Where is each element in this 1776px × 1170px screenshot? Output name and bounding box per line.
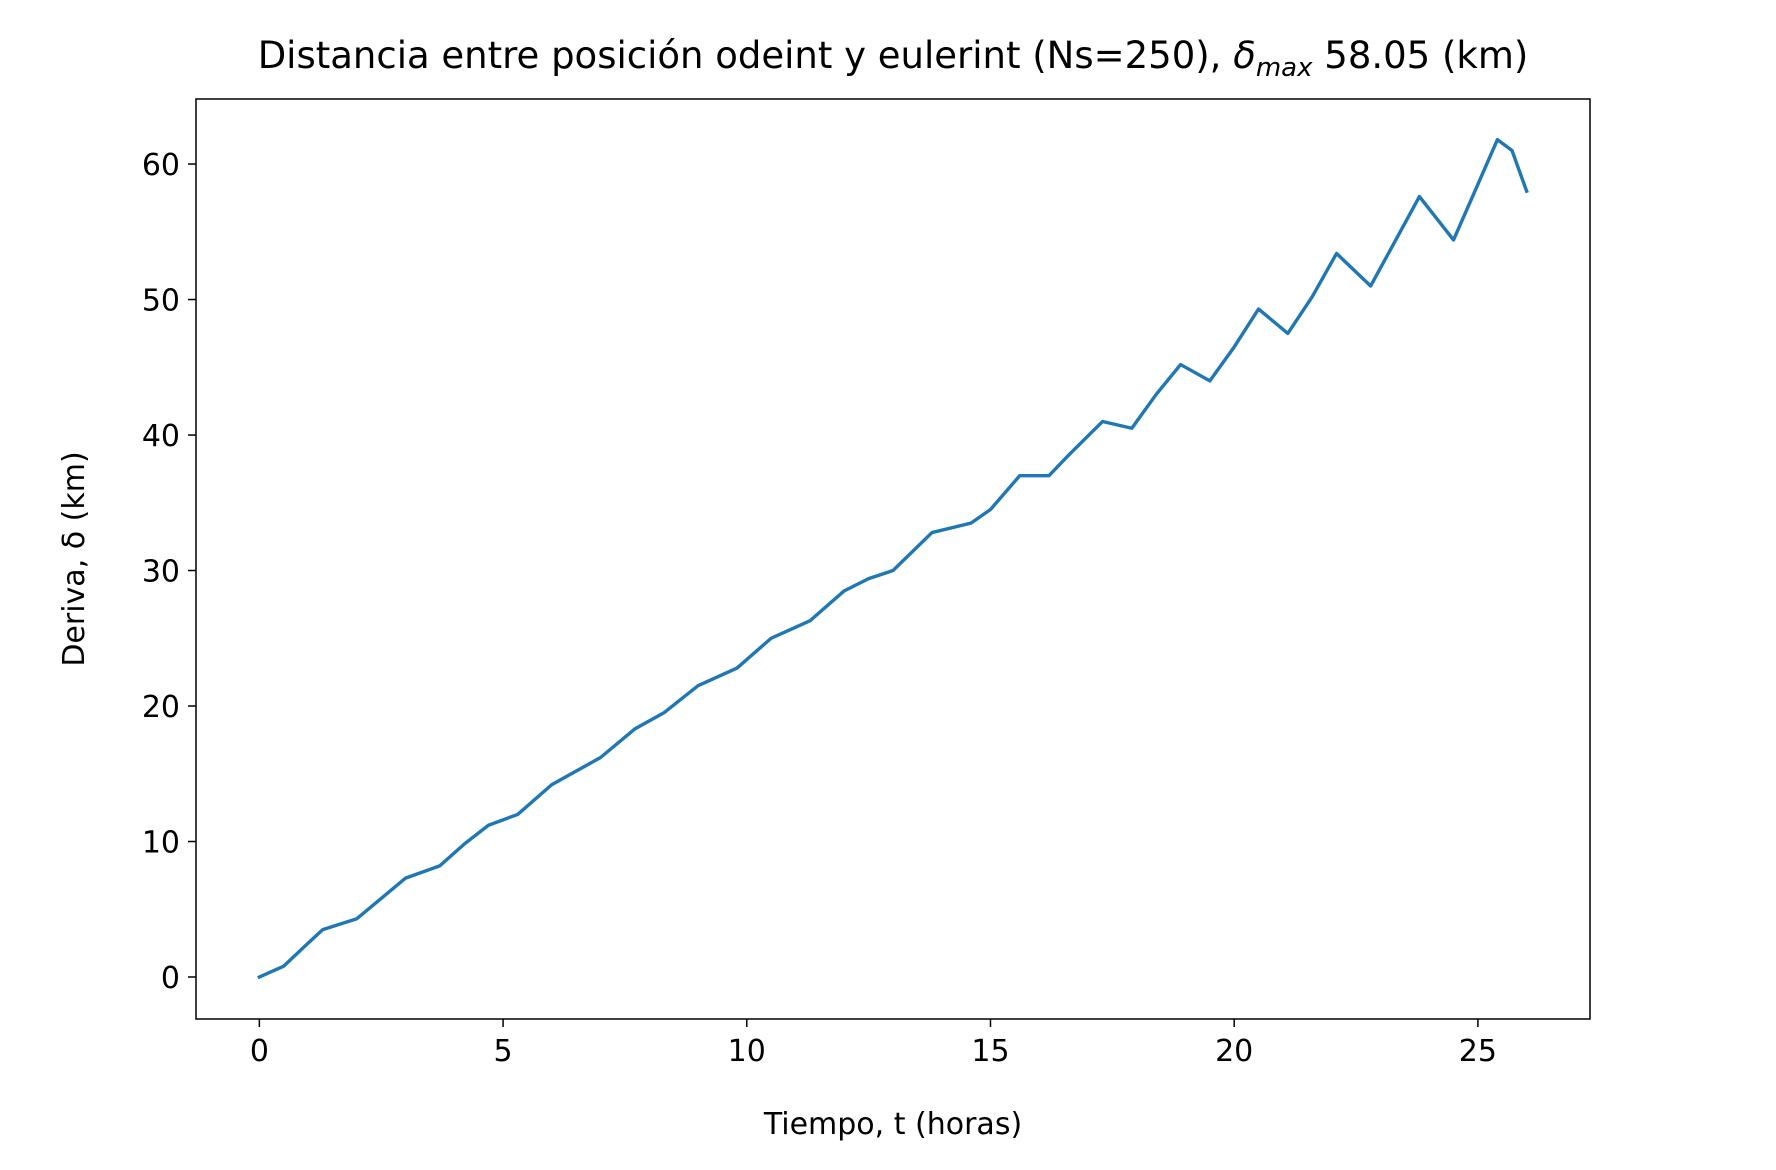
title-main: Distancia entre posición odeint y euleri… bbox=[258, 34, 1222, 77]
x-axis-label: Tiempo, t (horas) bbox=[763, 1107, 1022, 1142]
title-tail: 58.05 (km) bbox=[1324, 34, 1528, 77]
x-tick-label: 25 bbox=[1459, 1034, 1497, 1069]
y-tick-label: 20 bbox=[142, 690, 180, 725]
x-tick-label: 0 bbox=[250, 1034, 269, 1069]
title-subscript: max bbox=[1256, 53, 1313, 83]
y-tick-label: 50 bbox=[142, 284, 180, 319]
chart-title: Distancia entre posición odeint y euleri… bbox=[258, 34, 1529, 83]
y-axis-label: Deriva, δ (km) bbox=[57, 451, 92, 666]
y-tick-label: 30 bbox=[142, 555, 180, 590]
x-tick-label: 5 bbox=[494, 1034, 513, 1069]
plot-frame bbox=[195, 98, 1591, 1020]
y-tick-label: 0 bbox=[161, 961, 180, 996]
y-tick-label: 10 bbox=[142, 826, 180, 861]
title-symbol: δ bbox=[1233, 34, 1256, 77]
y-tick-label: 60 bbox=[142, 148, 180, 183]
x-tick-label: 15 bbox=[971, 1034, 1009, 1069]
y-tick-label: 40 bbox=[142, 419, 180, 454]
x-tick-label: 10 bbox=[728, 1034, 766, 1069]
data-line bbox=[257, 137, 1529, 980]
x-tick-label: 20 bbox=[1215, 1034, 1253, 1069]
